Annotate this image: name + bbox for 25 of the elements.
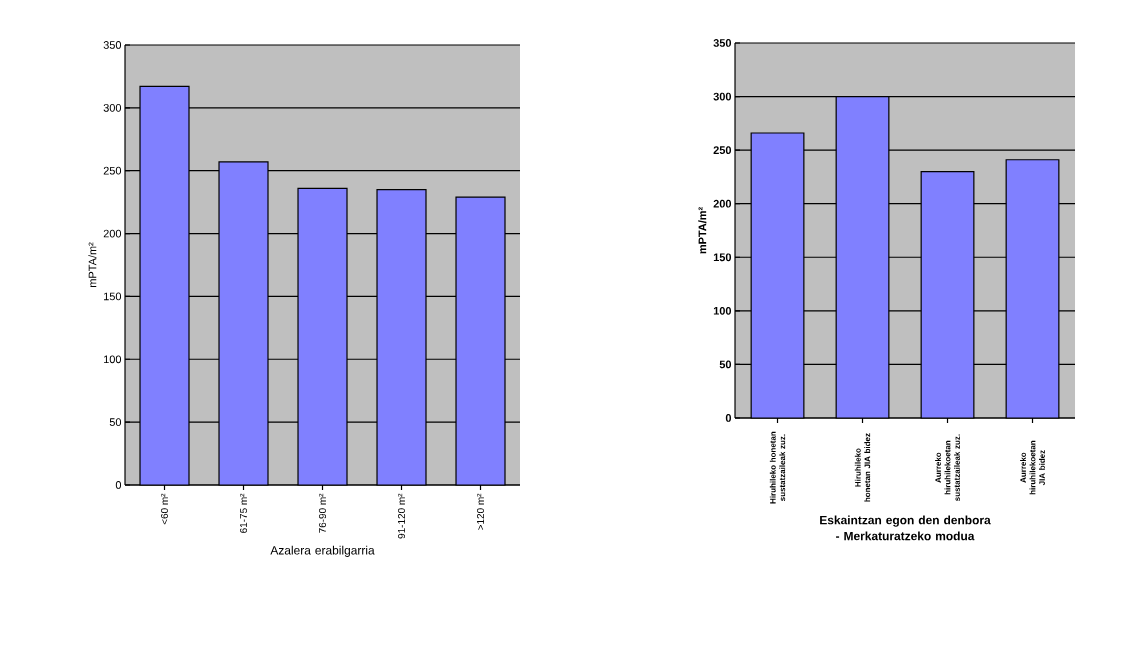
y-axis-title: mPTA/m² bbox=[698, 207, 707, 254]
y-tick-label: 50 bbox=[719, 360, 732, 369]
y-tick-label: 300 bbox=[103, 103, 122, 112]
y-axis-title: mPTA/m² bbox=[88, 242, 97, 287]
x-tick-label: 76-90 m² bbox=[318, 493, 327, 533]
y-tick-label: 250 bbox=[713, 146, 732, 155]
x-tick-label: <60 m² bbox=[160, 493, 169, 525]
y-tick-label: 150 bbox=[104, 292, 122, 301]
x-axis-title: Eskaintzan egon den denbora - Merkaturatzeko modua bbox=[820, 515, 991, 541]
y-tick-label: 150 bbox=[713, 253, 732, 262]
y-tick-label: 100 bbox=[104, 355, 122, 364]
y-tick-label: 100 bbox=[713, 306, 732, 315]
y-tick-label: 200 bbox=[103, 229, 122, 238]
y-tick-label: 250 bbox=[103, 166, 122, 175]
x-tick-label: 91-120 m² bbox=[397, 493, 406, 539]
y-tick-label: 300 bbox=[713, 92, 732, 101]
y-tick-label: 50 bbox=[109, 418, 122, 427]
y-tick-label: 0 bbox=[115, 481, 122, 489]
x-tick-label: >120 m² bbox=[476, 493, 485, 530]
x-tick-label: 61-75 m² bbox=[239, 493, 248, 533]
y-tick-label: 200 bbox=[713, 199, 732, 208]
x-axis-title: Azalera erabilgarria bbox=[270, 545, 375, 557]
y-tick-label: 350 bbox=[713, 39, 732, 47]
y-tick-label: 0 bbox=[725, 414, 732, 422]
y-tick-label: 350 bbox=[103, 41, 122, 49]
